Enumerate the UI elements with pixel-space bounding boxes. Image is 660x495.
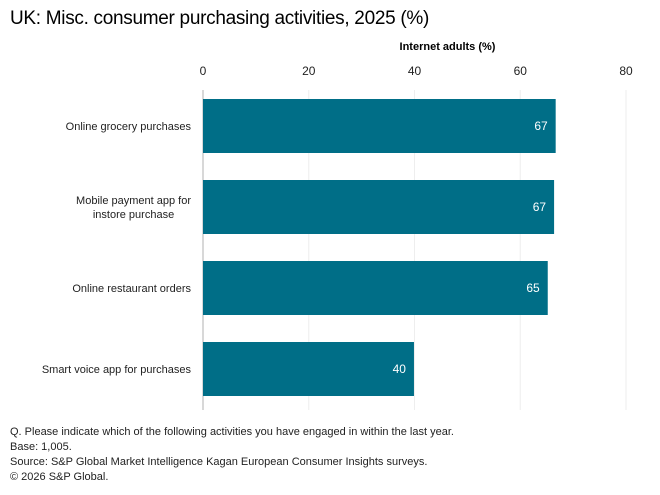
category-label: Online restaurant orders (72, 283, 191, 295)
bar-chart: Internet adults (%) 0 20 40 60 80 67 Online gro… (42, 41, 633, 410)
category-label: Smart voice app for purchases (42, 364, 192, 376)
chart-title: UK: Misc. consumer purchasing activities… (10, 8, 429, 29)
data-label: 67 (533, 200, 547, 214)
note-copyright: © 2026 S&P Global. (10, 471, 109, 483)
data-label: 40 (393, 362, 407, 376)
data-label: 67 (534, 119, 548, 133)
x-tick-label: 60 (514, 64, 528, 78)
note-source: Source: S&P Global Market Intelligence K… (10, 456, 428, 468)
x-tick-label: 20 (302, 64, 316, 78)
bar (203, 180, 555, 234)
x-axis-label: Internet adults (%) (400, 41, 496, 53)
category-label: instore purchase (93, 209, 174, 221)
data-label: 65 (526, 281, 540, 295)
category-label: Mobile payment app for (76, 195, 191, 207)
x-tick-label: 0 (200, 64, 207, 78)
chart-notes: Q. Please indicate which of the followin… (10, 425, 454, 485)
bar (203, 99, 556, 153)
x-tick-label: 80 (619, 64, 633, 78)
bar (203, 342, 414, 396)
x-tick-label: 40 (408, 64, 422, 78)
note-base: Base: 1,005. (10, 441, 72, 453)
category-label: Online grocery purchases (66, 121, 192, 133)
note-question: Q. Please indicate which of the followin… (10, 426, 454, 438)
bar (203, 261, 548, 315)
